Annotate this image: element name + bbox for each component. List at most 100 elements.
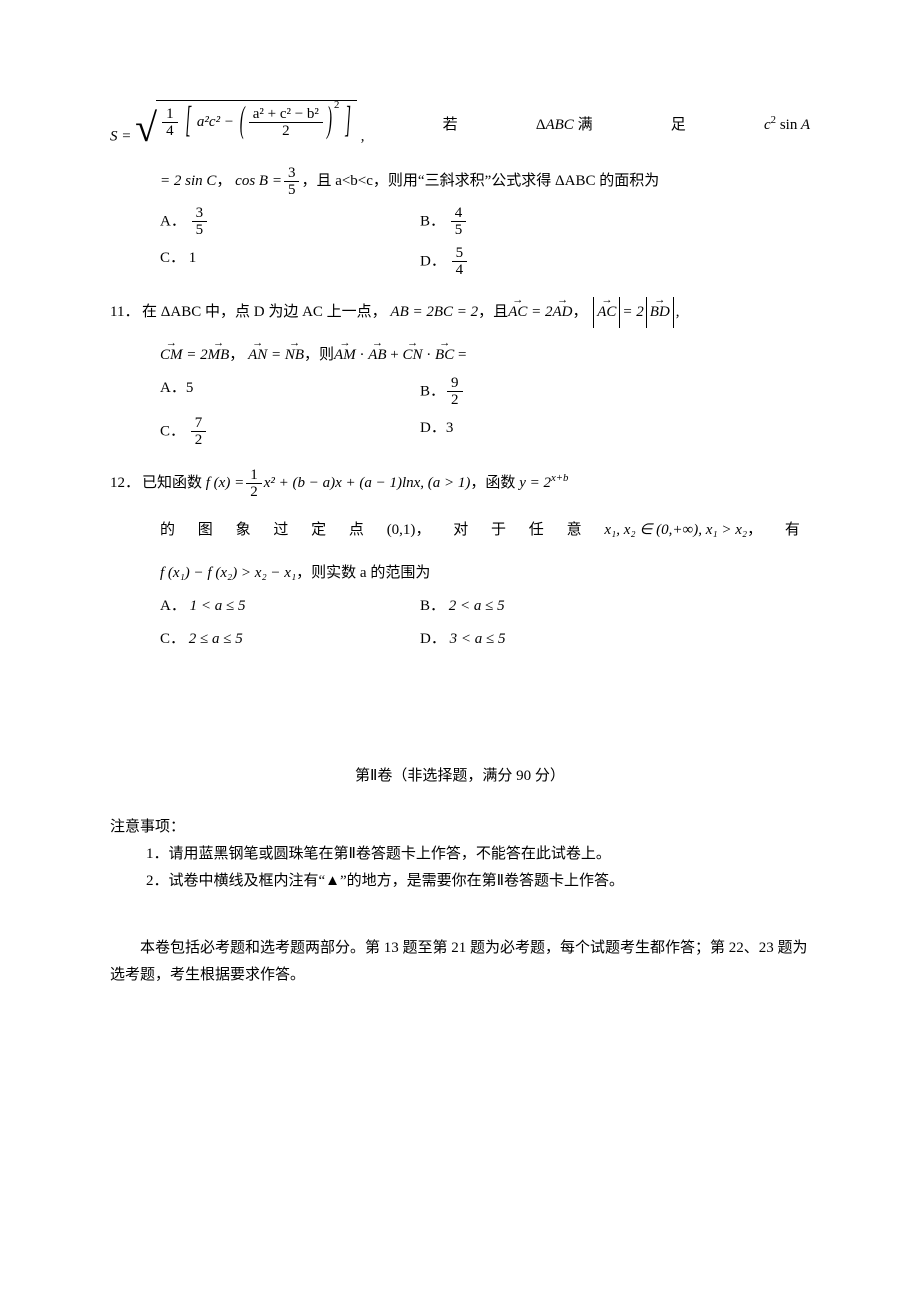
q11-a-val: 5 xyxy=(186,380,194,396)
q12: 12． 已知函数 f (x) = 12 x² + (b − a)x + (a −… xyxy=(110,467,810,653)
vec-am: AM xyxy=(334,342,356,369)
q11-a: A．5 xyxy=(160,375,420,409)
vec-cm: CM xyxy=(160,342,183,369)
q11-text1: 在 ΔABC 中，点 D 为边 AC 上一点， xyxy=(142,299,387,326)
section2-title: 第Ⅱ卷（非选择题，满分 90 分） xyxy=(110,763,810,790)
q12-body: x² + (b − a)x + (a − 1)lnx, (a > 1) xyxy=(264,470,471,497)
plus: + xyxy=(390,347,398,363)
w4: 过 xyxy=(273,517,288,544)
lbl-c: C． xyxy=(160,250,185,266)
exam-page: S = √ 14 [ a²c² − (a² + c² − b²2)2 ] , 若… xyxy=(0,0,920,1069)
comma1: ， xyxy=(216,168,231,195)
dot1: · xyxy=(359,347,364,363)
q12-c: C． 2 ≤ a ≤ 5 xyxy=(160,626,420,653)
d-den: 4 xyxy=(452,262,468,279)
cosb-num: 3 xyxy=(284,165,300,183)
w7: 对 xyxy=(453,517,468,544)
cosb-den: 5 xyxy=(284,182,300,199)
cosb: cos B = xyxy=(235,168,282,195)
inner-den: 2 xyxy=(249,123,323,140)
q12-post: ，函数 xyxy=(470,470,515,497)
d-num: 5 xyxy=(452,245,468,263)
q12-b: B． 2 < a ≤ 5 xyxy=(420,593,680,620)
q12-num: 12． xyxy=(110,470,142,497)
dot2: · xyxy=(426,347,431,363)
xs: x₁, x₂ ∈ (0,+∞), x₁ > x₂ xyxy=(604,522,747,538)
q12-choices-2: C． 2 ≤ a ≤ 5 D． 3 < a ≤ 5 xyxy=(160,626,810,653)
q11-num: 11． xyxy=(110,299,142,326)
eqq: = xyxy=(458,347,466,363)
w9: 任 xyxy=(529,517,544,544)
section2-para: 本卷包括必考题和选考题两部分。第 13 题至第 21 题为必考题，每个试题考生都… xyxy=(110,935,810,989)
vec-an: AN xyxy=(248,342,267,369)
eq-2sinc: = 2 sin C xyxy=(160,168,216,195)
notice-1: 1．请用蓝黑钢笔或圆珠笔在第Ⅱ卷答题卡上作答，不能答在此试卷上。 xyxy=(146,841,810,868)
vec-bc: BC xyxy=(435,342,454,369)
exp: x+b xyxy=(551,472,568,484)
notice-header: 注意事项： xyxy=(110,814,810,841)
q11-b: B．92 xyxy=(420,375,680,409)
w5: 定 xyxy=(311,517,326,544)
lbl-a: A． xyxy=(160,213,186,229)
y-eq: y = 2 xyxy=(519,475,551,491)
w8: 于 xyxy=(491,517,506,544)
b-num: 4 xyxy=(451,205,467,223)
vec-cn: CN xyxy=(403,342,423,369)
vec-ab: AB xyxy=(368,342,386,369)
q10-rest: ，且 a<b<c，则用“三斜求积”公式求得 ΔABC 的面积为 xyxy=(301,168,659,195)
fx: f (x) = xyxy=(206,475,244,491)
q10-choice-a: A． 35 xyxy=(160,205,420,239)
eq-d: = xyxy=(271,347,281,363)
lbl-d: D． xyxy=(420,253,446,269)
q11-choices-2: C． 72 D．3 xyxy=(160,415,810,449)
b-den: 5 xyxy=(451,222,467,239)
q10-choices-1: A． 35 B． 45 xyxy=(160,205,810,239)
lbl-b: B． xyxy=(420,213,445,229)
c1: ， xyxy=(415,522,430,538)
notice-2: 2．试卷中横线及框内注有“▲”的地方，是需要你在第Ⅱ卷答题卡上作答。 xyxy=(146,868,810,895)
c-val: 1 xyxy=(189,250,197,266)
q10-choice-d: D． 54 xyxy=(420,245,680,279)
vec-ad: AD xyxy=(552,299,572,326)
q12-ineq: f (x₁) − f (x₂) > x₂ − x₁ xyxy=(160,560,296,587)
q11-and: ，且 xyxy=(478,299,508,326)
w3: 象 xyxy=(236,517,251,544)
eq2b: = 2 xyxy=(622,299,643,326)
q11-then: ，则 xyxy=(304,342,334,369)
q11-d: D．3 xyxy=(420,415,680,449)
q11-c: C． 72 xyxy=(160,415,420,449)
w2: 图 xyxy=(198,517,213,544)
q12-d: D． 3 < a ≤ 5 xyxy=(420,626,680,653)
q12-range-text: ，则实数 a 的范围为 xyxy=(296,560,430,587)
vec-mb: MB xyxy=(208,342,230,369)
c2: ， xyxy=(747,522,762,538)
inner-num: a² + c² − b² xyxy=(249,106,323,124)
vec-nb: NB xyxy=(285,342,304,369)
w10: 意 xyxy=(567,517,582,544)
q11-choices-1: A．5 B．92 xyxy=(160,375,810,409)
q10-formula-row: S = √ 14 [ a²c² − (a² + c² − b²2)2 ] , 若… xyxy=(110,100,810,151)
w11: 有 xyxy=(785,517,800,544)
q11: 11． 在 ΔABC 中，点 D 为边 AC 上一点， AB = 2BC = 2… xyxy=(110,297,810,449)
q10-choice-c: C． 1 xyxy=(160,245,420,279)
w-ruo: 若 xyxy=(443,112,458,139)
ac-sq: a²c² − xyxy=(197,114,234,130)
w1: 的 xyxy=(160,517,175,544)
a-den: 5 xyxy=(192,222,208,239)
eq2c: = 2 xyxy=(186,347,207,363)
eq2a: = 2 xyxy=(531,304,552,320)
w-zu: 足 xyxy=(671,112,686,139)
q10-line2: = 2 sin C ， cos B = 35 ，且 a<b<c，则用“三斜求积”… xyxy=(160,165,810,199)
abs-bd: BD xyxy=(650,299,670,326)
q12-a: A． 1 < a ≤ 5 xyxy=(160,593,420,620)
s-eq: S = xyxy=(110,129,131,145)
q12-choices-1: A． 1 < a ≤ 5 B． 2 < a ≤ 5 xyxy=(160,593,810,620)
q12-pre: 已知函数 xyxy=(142,470,202,497)
vec-ac: AC xyxy=(508,299,527,326)
a-num: 3 xyxy=(192,205,208,223)
pt: (0,1) xyxy=(387,522,416,538)
q10-choice-b: B． 45 xyxy=(420,205,680,239)
ab2bc: AB = 2BC = 2 xyxy=(390,299,478,326)
q10-choices-2: C． 1 D． 54 xyxy=(160,245,810,279)
abs-ac: AC xyxy=(597,299,616,326)
